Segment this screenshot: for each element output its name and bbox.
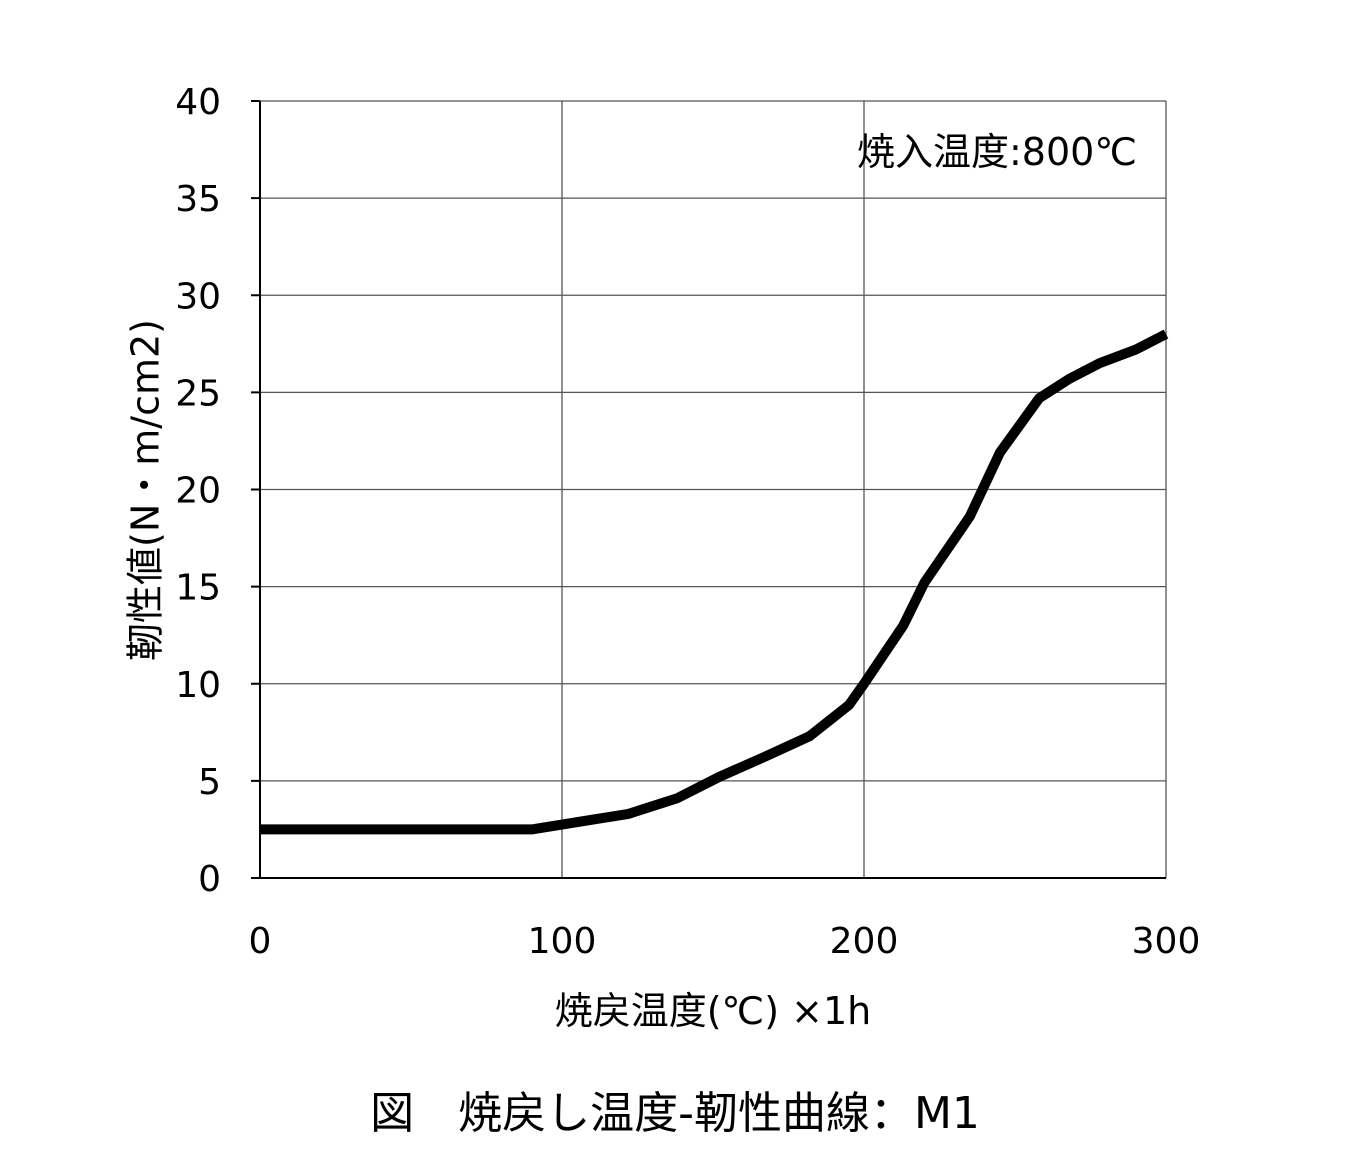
axes: [251, 100, 1166, 879]
x-axis-title: 焼戻温度(℃) ×1h: [555, 989, 872, 1033]
x-tick-label: 0: [249, 921, 272, 962]
x-tick-labels: 0 100 200 300: [249, 921, 1201, 962]
series-line: [260, 329, 1169, 835]
y-tick-label: 20: [175, 471, 221, 512]
y-tick-label: 30: [175, 276, 221, 317]
y-tick-label: 0: [198, 859, 221, 900]
y-axis-title: 靭性値(N・m/cm2): [124, 319, 168, 661]
y-tick-label: 10: [175, 665, 221, 706]
figure-caption: 図 焼戻し温度-靭性曲線：M1: [370, 1088, 980, 1139]
y-tick-label: 15: [175, 568, 221, 609]
y-tick-label: 35: [175, 179, 221, 220]
y-tick-label: 25: [175, 373, 221, 414]
x-tick-label: 200: [830, 921, 899, 962]
y-tick-labels: 0 5 10 15 20 25 30 35 40: [175, 82, 221, 900]
x-tick-label: 100: [528, 921, 597, 962]
y-tick-label: 40: [175, 82, 221, 123]
series-layer: [260, 329, 1169, 835]
y-tick-label: 5: [198, 762, 221, 803]
x-tick-label: 300: [1132, 921, 1201, 962]
grid: [260, 100, 1167, 878]
annotation: 焼入温度:800℃: [857, 130, 1137, 174]
